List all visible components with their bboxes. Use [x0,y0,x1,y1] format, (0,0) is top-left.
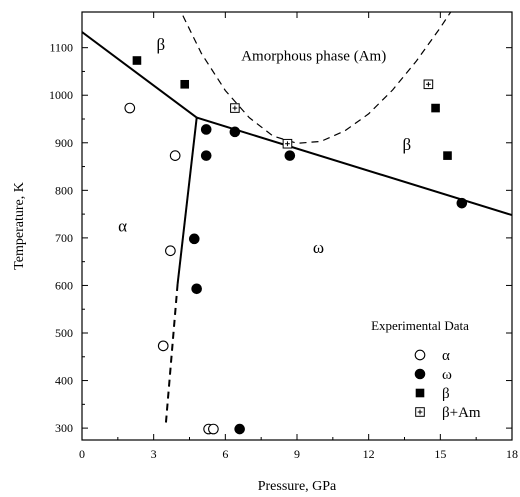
data-point-boxed-plus [282,138,293,149]
x-tick-label: 3 [151,447,157,461]
y-axis-title: Temperature, K [12,182,27,270]
data-point-filled-circle [200,150,212,161]
x-tick-label: 9 [294,447,300,461]
data-point-open-circle [208,423,219,435]
region-labels: β Amorphous phase (Am) β α ω [118,35,411,257]
y-tick-label: 300 [55,421,73,435]
phase-boundary-solid [82,31,198,119]
data-points [124,56,468,435]
y-tick-label: 1100 [49,41,73,55]
x-tick-label: 6 [222,447,228,461]
y-tick-label: 800 [55,183,73,197]
axes: 0 3 6 9 12 15 18 300 400 500 600 700 800 900 1000 1100 [49,12,518,461]
legend-entry-label: ω [442,367,452,383]
y-tick-label: 500 [55,326,73,340]
x-tick-label: 18 [506,447,518,461]
region-label: α [118,217,127,236]
x-tick-label: 12 [363,447,375,461]
x-tick-label: 0 [79,447,85,461]
data-point-boxed-plus [230,103,240,113]
data-point-filled-circle [284,150,296,161]
region-label: β [157,35,166,54]
y-tick-label: 900 [55,136,73,150]
legend-entry-label: α [442,348,450,364]
data-point-filled-circle [200,124,212,135]
data-point-open-circle [165,245,176,257]
y-tick-label: 700 [55,231,73,245]
data-point-filled-square [431,103,440,113]
y-tick-label: 600 [55,278,73,292]
data-point-open-circle [157,340,169,352]
x-tick-label: 15 [434,447,446,461]
legend: Experimental Data αωβ β+Am [371,318,481,421]
data-point-filled-square [443,151,452,160]
data-point-filled-circle [191,283,202,295]
data-point-boxed-plus [423,79,434,90]
data-point-filled-square [132,56,142,65]
legend-marker-filled-circle [414,368,426,380]
region-label: β [403,135,412,154]
data-point-filled-circle [234,423,245,435]
legend-title: Experimental Data [371,318,469,333]
data-point-filled-circle [456,197,468,209]
phase-boundary-solid [176,117,198,285]
data-point-filled-square [180,79,190,89]
x-axis-title: Pressure, GPa [258,479,337,494]
y-tick-label: 1000 [49,88,73,102]
legend-entry-label: β [442,386,450,402]
legend-entry-label: β+Am [442,405,481,421]
plot-area [81,11,513,441]
data-point-open-circle [124,102,136,114]
y-tick-label: 400 [55,374,73,388]
legend-marker-filled-square [415,388,425,398]
phase-boundary-dashed [180,12,452,144]
region-label: Amorphous phase (Am) [241,49,386,65]
data-point-filled-circle [188,233,200,245]
legend-marker-open-circle [414,349,426,361]
legend-marker-boxed-plus [415,407,425,417]
data-point-open-circle [169,150,181,161]
data-point-filled-circle [229,126,241,138]
region-label: ω [313,238,324,257]
plot-frame [81,11,513,441]
